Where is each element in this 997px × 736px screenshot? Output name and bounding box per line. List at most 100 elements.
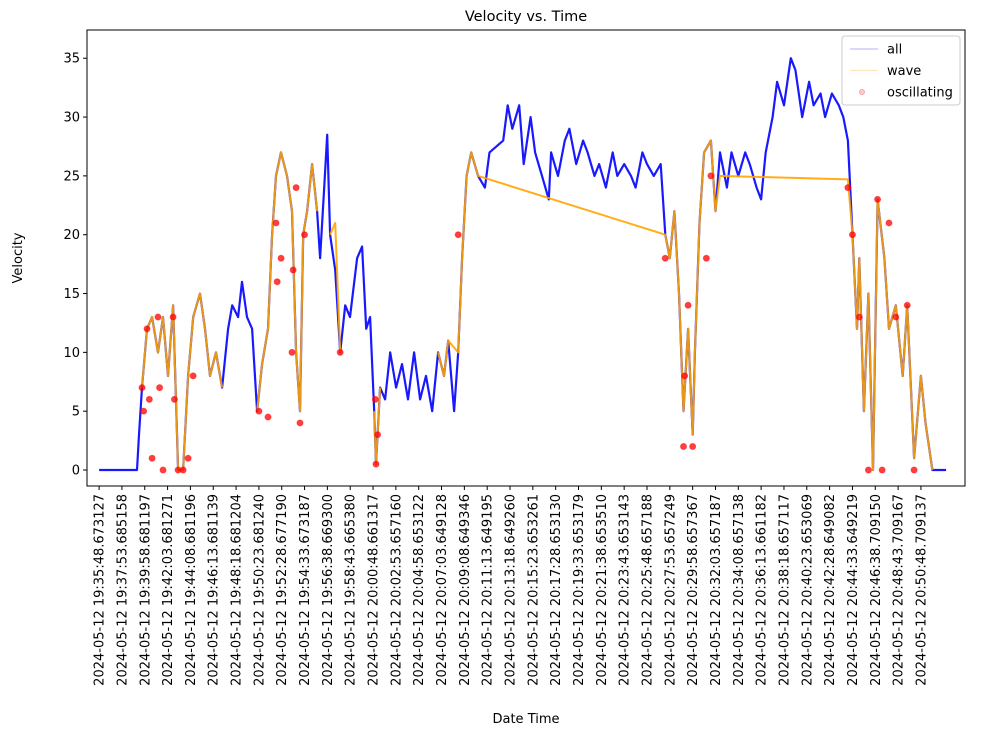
marker <box>878 466 886 474</box>
x-tick-label: 2024-05-12 19:44:08.681196 <box>184 494 199 686</box>
x-tick-label: 2024-05-12 20:21:38.653510 <box>595 494 610 686</box>
x-tick-label: 2024-05-12 20:48:43.709167 <box>892 494 907 686</box>
x-tick-label: 2024-05-12 19:58:43.665380 <box>344 494 359 686</box>
marker <box>684 301 692 309</box>
x-tick-label: 2024-05-12 19:37:53.685158 <box>115 494 130 686</box>
legend-marker <box>859 89 865 95</box>
x-tick-label: 2024-05-12 20:02:53.657160 <box>389 494 404 686</box>
marker <box>179 466 187 474</box>
marker <box>848 231 856 239</box>
x-tick-label: 2024-05-12 19:50:23.681240 <box>252 494 267 686</box>
x-tick-label: 2024-05-12 20:19:33.653179 <box>572 494 587 686</box>
marker <box>892 313 900 321</box>
legend-label: oscillating <box>887 86 953 101</box>
x-tick-label: 2024-05-12 20:29:58.657367 <box>686 494 701 686</box>
marker <box>154 313 162 321</box>
y-tick-label: 5 <box>72 405 80 420</box>
marker <box>170 395 178 403</box>
marker <box>374 431 382 439</box>
x-tick-label: 2024-05-12 20:50:48.709137 <box>914 494 929 686</box>
x-tick-label: 2024-05-12 20:27:53.657249 <box>663 494 678 686</box>
y-tick-label: 35 <box>63 52 80 67</box>
marker <box>273 278 281 286</box>
x-tick-label: 2024-05-12 20:40:23.653069 <box>800 494 815 686</box>
x-tick-label: 2024-05-12 20:13:18.649260 <box>504 494 519 686</box>
legend-label: all <box>887 43 902 58</box>
x-tick-label: 2024-05-12 20:17:28.653130 <box>549 494 564 686</box>
marker <box>680 442 688 450</box>
x-tick-label: 2024-05-12 20:44:33.649219 <box>846 494 861 686</box>
marker <box>296 419 304 427</box>
marker <box>264 413 272 421</box>
x-tick-label: 2024-05-12 19:54:33.673187 <box>298 494 313 686</box>
y-tick-label: 20 <box>63 228 80 243</box>
x-tick-label: 2024-05-12 20:38:18.657117 <box>777 494 792 686</box>
x-tick-label: 2024-05-12 19:46:13.681139 <box>207 494 222 686</box>
marker <box>661 254 669 262</box>
marker <box>371 395 379 403</box>
marker <box>689 442 697 450</box>
marker <box>707 172 715 180</box>
marker <box>301 231 309 239</box>
y-tick-label: 25 <box>63 169 80 184</box>
x-tick-label: 2024-05-12 20:04:58.653122 <box>412 494 427 686</box>
y-axis-label: Velocity <box>11 232 26 283</box>
marker <box>289 266 297 274</box>
marker <box>143 325 151 333</box>
x-tick-label: 2024-05-12 19:52:28.677190 <box>275 494 290 686</box>
y-tick-label: 10 <box>63 346 80 361</box>
x-tick-label: 2024-05-12 20:23:43.653143 <box>618 494 633 686</box>
marker <box>885 219 893 227</box>
marker <box>145 395 153 403</box>
marker <box>184 454 192 462</box>
plot-area <box>99 57 947 474</box>
x-tick-label: 2024-05-12 20:42:28.649082 <box>823 494 838 686</box>
marker <box>189 372 197 380</box>
y-tick-label: 15 <box>63 287 80 302</box>
legend: all wave oscillating <box>841 35 961 106</box>
legend-box <box>841 35 961 106</box>
marker <box>702 254 710 262</box>
marker <box>277 254 285 262</box>
x-tick-label: 2024-05-12 20:07:03.649128 <box>435 494 450 686</box>
marker <box>336 348 344 356</box>
marker <box>272 219 280 227</box>
chart-title: Velocity vs. Time <box>465 9 587 25</box>
x-tick-label: 2024-05-12 20:36:13.661182 <box>755 494 770 686</box>
marker <box>903 301 911 309</box>
marker <box>910 466 918 474</box>
legend-label: wave <box>887 64 921 79</box>
marker <box>169 313 177 321</box>
x-tick-label: 2024-05-12 20:11:13.649195 <box>481 494 496 686</box>
x-tick-label: 2024-05-12 20:15:23.653261 <box>526 494 541 686</box>
marker <box>156 384 164 392</box>
marker <box>372 460 380 468</box>
x-tick-label: 2024-05-12 19:42:03.681271 <box>161 494 176 686</box>
x-tick-label: 2024-05-12 20:46:38.709150 <box>869 494 884 686</box>
marker <box>844 184 852 192</box>
marker <box>159 466 167 474</box>
y-tick-label: 30 <box>63 111 80 126</box>
x-tick-label: 2024-05-12 20:25:48.657188 <box>640 494 655 686</box>
x-tick-label: 2024-05-12 19:35:48.673127 <box>93 494 108 686</box>
x-tick-label: 2024-05-12 20:09:08.649346 <box>458 494 473 686</box>
x-tick-label: 2024-05-12 19:56:38.669300 <box>321 494 336 686</box>
marker <box>140 407 148 415</box>
marker <box>864 466 872 474</box>
marker <box>292 184 300 192</box>
marker <box>288 348 296 356</box>
x-axis-label: Date Time <box>492 712 559 727</box>
x-tick-label: 2024-05-12 20:32:03.657187 <box>709 494 724 686</box>
y-tick-label: 0 <box>72 464 80 479</box>
marker <box>874 195 882 203</box>
x-tick-label: 2024-05-12 19:48:18.681204 <box>230 494 245 686</box>
marker <box>681 372 689 380</box>
marker <box>138 384 146 392</box>
marker <box>855 313 863 321</box>
x-tick-label: 2024-05-12 19:39:58.681197 <box>138 494 153 686</box>
marker <box>454 231 462 239</box>
marker <box>148 454 156 462</box>
marker <box>255 407 263 415</box>
